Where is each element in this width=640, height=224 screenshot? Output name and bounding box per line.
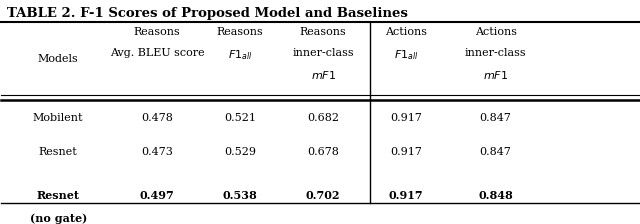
Text: inner-class: inner-class	[292, 48, 354, 58]
Text: Models: Models	[38, 54, 79, 64]
Text: $mF1$: $mF1$	[310, 69, 336, 81]
Text: Reasons: Reasons	[134, 27, 180, 37]
Text: Actions: Actions	[385, 27, 428, 37]
Text: 0.848: 0.848	[478, 190, 513, 201]
Text: inner-class: inner-class	[465, 48, 527, 58]
Text: 0.473: 0.473	[141, 147, 173, 157]
Text: Reasons: Reasons	[217, 27, 264, 37]
Text: 0.538: 0.538	[223, 190, 257, 201]
Text: $mF1$: $mF1$	[483, 69, 508, 81]
Text: 0.917: 0.917	[389, 190, 424, 201]
Text: $F1_{all}$: $F1_{all}$	[394, 48, 419, 62]
Text: Resnet: Resnet	[36, 190, 79, 201]
Text: 0.682: 0.682	[307, 113, 339, 123]
Text: TABLE 2. F-1 Scores of Proposed Model and Baselines: TABLE 2. F-1 Scores of Proposed Model an…	[7, 7, 408, 20]
Text: $F1_{all}$: $F1_{all}$	[228, 48, 253, 62]
Text: Reasons: Reasons	[300, 27, 347, 37]
Text: Resnet: Resnet	[39, 147, 77, 157]
Text: 0.847: 0.847	[480, 147, 511, 157]
Text: 0.497: 0.497	[140, 190, 175, 201]
Text: Mobilent: Mobilent	[33, 113, 83, 123]
Text: 0.529: 0.529	[224, 147, 256, 157]
Text: Actions: Actions	[475, 27, 516, 37]
Text: 0.478: 0.478	[141, 113, 173, 123]
Text: 0.521: 0.521	[224, 113, 256, 123]
Text: 0.847: 0.847	[480, 113, 511, 123]
Text: 0.917: 0.917	[390, 113, 422, 123]
Text: 0.702: 0.702	[306, 190, 340, 201]
Text: 0.678: 0.678	[307, 147, 339, 157]
Text: 0.917: 0.917	[390, 147, 422, 157]
Text: (no gate): (no gate)	[29, 213, 87, 224]
Text: Avg. BLEU score: Avg. BLEU score	[110, 48, 204, 58]
